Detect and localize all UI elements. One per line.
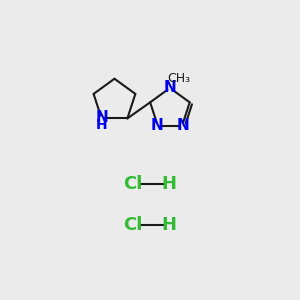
Text: H: H [96,118,107,132]
Text: Cl: Cl [123,175,142,193]
Text: N: N [95,110,108,125]
Text: H: H [161,175,176,193]
Text: N: N [177,118,190,133]
Text: N: N [150,118,163,133]
Text: CH₃: CH₃ [168,72,191,85]
Text: H: H [161,216,176,234]
Text: N: N [164,80,176,95]
Text: Cl: Cl [123,216,142,234]
